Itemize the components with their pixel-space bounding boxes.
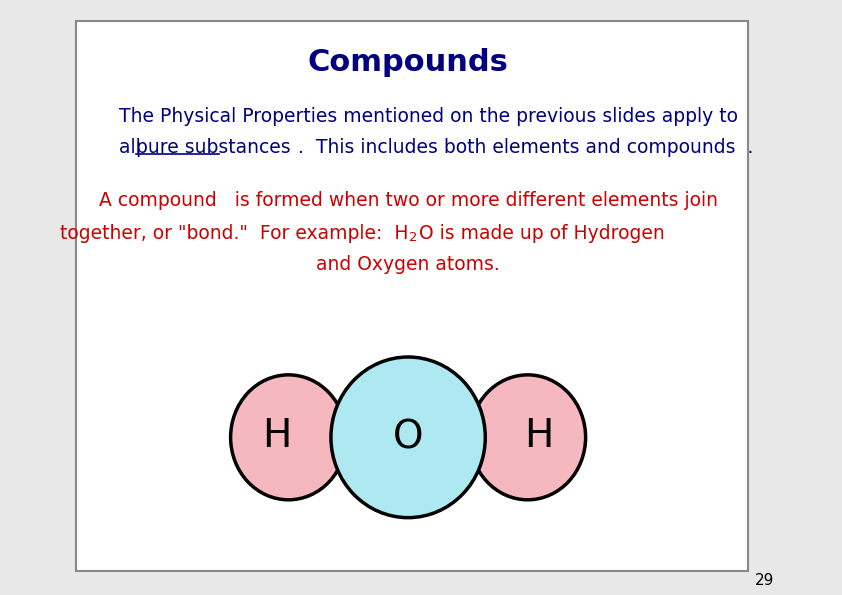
Ellipse shape — [470, 375, 585, 500]
FancyBboxPatch shape — [77, 21, 748, 571]
Text: O is made up of Hydrogen: O is made up of Hydrogen — [419, 224, 664, 243]
Ellipse shape — [231, 375, 346, 500]
Ellipse shape — [331, 357, 485, 518]
Text: 29: 29 — [755, 573, 775, 588]
Text: pure substances: pure substances — [136, 138, 291, 157]
Text: O: O — [393, 418, 424, 456]
Text: all: all — [119, 138, 147, 157]
Text: .  This includes both elements and compounds  .: . This includes both elements and compou… — [298, 138, 753, 157]
Text: together, or "bond."  For example:  H: together, or "bond." For example: H — [60, 224, 408, 243]
Text: The Physical Properties mentioned on the previous slides apply to: The Physical Properties mentioned on the… — [119, 107, 738, 126]
Text: H: H — [525, 416, 554, 455]
Text: Compounds: Compounds — [307, 48, 509, 77]
Text: 2: 2 — [409, 231, 418, 244]
Text: A compound   is formed when two or more different elements join: A compound is formed when two or more di… — [99, 191, 717, 210]
Text: H: H — [262, 416, 291, 455]
Text: and Oxygen atoms.: and Oxygen atoms. — [317, 255, 500, 274]
